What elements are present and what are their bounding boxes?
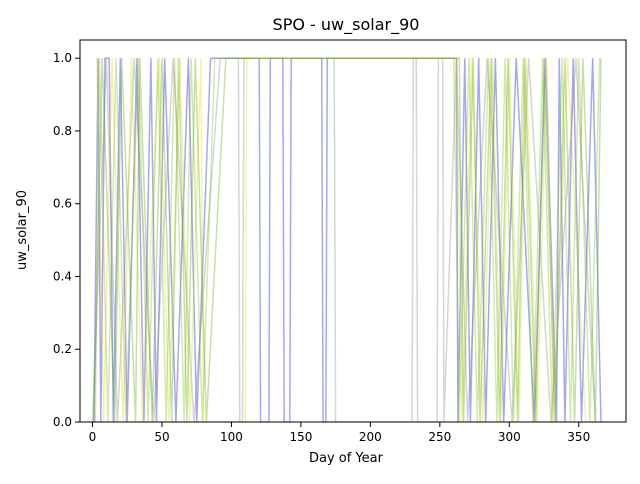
series-layer — [91, 57, 602, 422]
x-tick-label: 200 — [359, 430, 382, 444]
series-line-3 — [95, 57, 587, 422]
y-tick-label: 0.2 — [53, 342, 72, 356]
y-tick-label: 1.0 — [53, 51, 72, 65]
x-tick-label: 50 — [154, 430, 169, 444]
series-line-1 — [93, 57, 602, 422]
y-tick-label: 0.0 — [53, 415, 72, 429]
plot-area: 0 50 100 150 200 250 300 350 0.0 0.2 0.4 0.6 0.8 1.0 — [53, 39, 627, 444]
y-axis-label: uw_solar_90 — [15, 190, 30, 270]
y-tick-label: 0.8 — [53, 124, 72, 138]
plot-frame — [79, 39, 627, 423]
x-axis-label: Day of Year — [309, 451, 384, 466]
x-tick-label: 300 — [498, 430, 521, 444]
x-axis-ticks: 0 50 100 150 200 250 300 350 — [89, 422, 590, 444]
y-tick-label: 0.4 — [53, 269, 72, 283]
x-tick-label: 250 — [428, 430, 451, 444]
y-tick-label: 0.6 — [53, 197, 72, 211]
x-tick-label: 100 — [220, 430, 243, 444]
x-tick-label: 0 — [89, 430, 97, 444]
y-axis-ticks: 0.0 0.2 0.4 0.6 0.8 1.0 — [53, 51, 80, 429]
series-line-2 — [91, 57, 597, 422]
chart-title: SPO - uw_solar_90 — [273, 15, 420, 35]
series-line-5 — [93, 57, 602, 422]
x-tick-label: 150 — [289, 430, 312, 444]
series-line-4 — [94, 57, 601, 422]
x-tick-label: 350 — [567, 430, 590, 444]
